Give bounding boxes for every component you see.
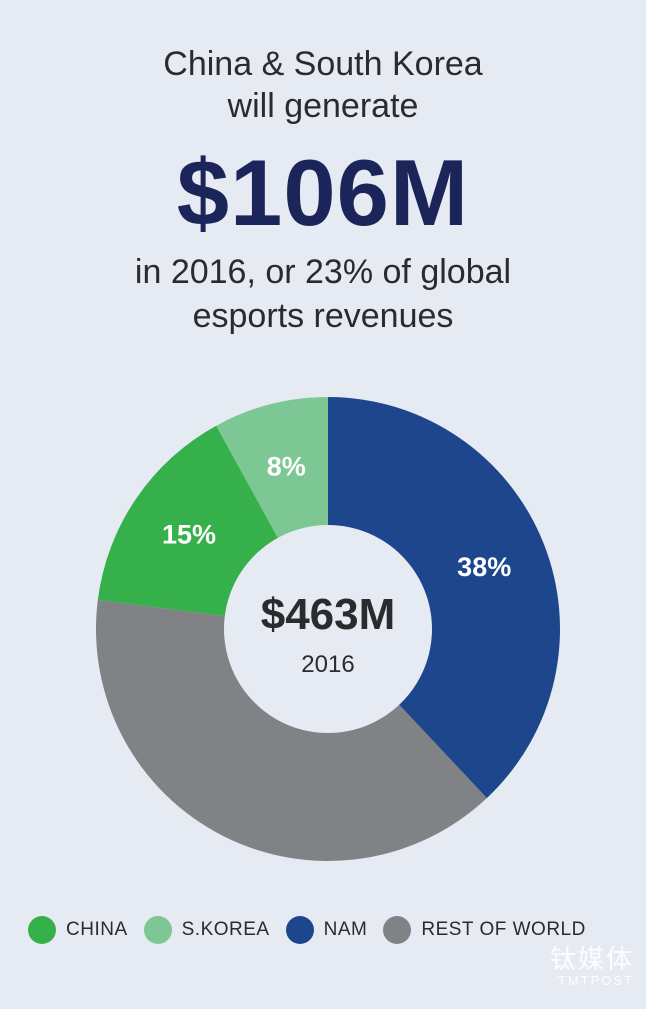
- slice-label: 8%: [267, 451, 306, 481]
- headline-line-2: will generate: [227, 87, 419, 125]
- watermark-line-2: TMTPOST: [557, 973, 634, 988]
- chart-legend: CHINA S.KOREA NAM REST OF WORLD: [28, 910, 630, 950]
- headline-line-1: China & South Korea: [163, 45, 483, 83]
- slice-label: 15%: [162, 520, 216, 550]
- slice-labels: 38% 15% 8%: [162, 451, 511, 582]
- legend-label: NAM: [323, 919, 368, 940]
- slice-label: 38%: [457, 552, 511, 582]
- donut-chart: 38% 15% 8% $463M 2016: [95, 397, 560, 862]
- legend-swatch: [285, 916, 314, 944]
- legend-swatch: [383, 916, 412, 944]
- watermark: 钛媒体 TMTPOST: [550, 944, 634, 988]
- legend-item-nam: NAM: [285, 916, 368, 944]
- legend-label: REST OF WORLD: [421, 919, 586, 940]
- center-value: $463M: [261, 590, 396, 639]
- slice-nam: [328, 397, 560, 799]
- donut-hole: [224, 525, 432, 733]
- legend-swatch: [28, 916, 56, 944]
- legend-label: CHINA: [66, 919, 128, 940]
- center-label: 2016: [301, 651, 354, 678]
- subheadline-line-1: in 2016, or 23% of global: [134, 253, 512, 291]
- watermark-line-1: 钛媒体: [549, 944, 634, 974]
- legend-swatch: [143, 916, 172, 944]
- legend-item-china: CHINA: [28, 916, 128, 944]
- legend-item-skorea: S.KOREA: [143, 916, 270, 944]
- legend-label: S.KOREA: [181, 919, 270, 940]
- legend-item-rest-of-world: REST OF WORLD: [383, 916, 586, 944]
- slice-rest-of-world: [95, 599, 487, 862]
- subheadline-line-2: esports revenues: [192, 297, 454, 335]
- headline-big-value: $106M: [176, 140, 470, 245]
